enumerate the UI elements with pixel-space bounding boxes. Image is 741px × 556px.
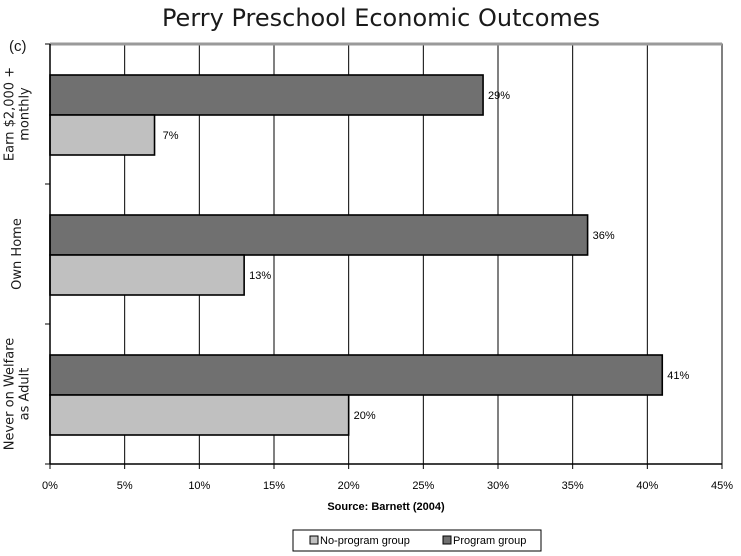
legend-swatch-program: [442, 535, 452, 545]
data-labels: 29% 7% 36% 13% 41% 20%: [163, 90, 690, 422]
x-tick-label-20: 20%: [338, 480, 360, 492]
legend-swatch-no-program: [309, 535, 319, 545]
x-tick-label-45: 45%: [711, 480, 733, 492]
x-tick-label-15: 15%: [263, 480, 285, 492]
legend-label-no-program: No-program group: [320, 535, 410, 547]
data-label-program-group-never-on-welfare-as-adult: 41%: [667, 370, 689, 382]
category-label-earn-2-000-monthly-line-0: Earn $2,000 +: [3, 67, 18, 161]
axes: [45, 42, 723, 469]
legend-label-program: Program group: [453, 535, 526, 547]
bars: [49, 74, 664, 436]
data-label-no-program-group-own-home: 13%: [249, 270, 271, 282]
x-tick-label-5: 5%: [117, 480, 133, 492]
x-tick-label-30: 30%: [487, 480, 509, 492]
x-tick-label-35: 35%: [562, 480, 584, 492]
data-label-program-group-earn-2-000-monthly: 29%: [488, 90, 510, 102]
bar-no-program-group-earn-2-000-monthly: [49, 114, 156, 156]
bar-program-group-earn-2-000-monthly: [49, 74, 484, 116]
bar-no-program-group-own-home: [49, 254, 245, 296]
legend: No-program group Program group: [292, 529, 542, 552]
x-tick-labels: 0% 5% 10% 15% 20% 25% 30% 35% 40% 45%: [42, 480, 733, 492]
panel-label: (c): [9, 38, 27, 55]
category-labels: Earn $2,000 + monthly Own Home Never on Wel…: [3, 67, 33, 450]
plot-area: 0% 5% 10% 15% 20% 25% 30% 35% 40% 45% Earn $2,000…: [3, 42, 733, 492]
data-label-no-program-group-earn-2-000-monthly: 7%: [163, 130, 179, 142]
legend-box: [292, 529, 542, 552]
bar-program-group-never-on-welfare-as-adult: [49, 354, 664, 396]
chart-title: Perry Preschool Economic Outcomes: [162, 4, 600, 32]
x-tick-label-40: 40%: [636, 480, 658, 492]
bar-no-program-group-never-on-welfare-as-adult: [49, 394, 350, 436]
x-tick-label-10: 10%: [188, 480, 210, 492]
data-label-program-group-own-home: 36%: [593, 230, 615, 242]
category-label-never-on-welfare-as-adult-line-0: Never on Welfare: [3, 338, 18, 451]
x-axis-label: Source: Barnett (2004): [327, 501, 445, 513]
bar-program-group-own-home: [49, 214, 589, 256]
category-label-own-home-line-0: Own Home: [10, 218, 25, 290]
category-label-never-on-welfare-as-adult-line-1: as Adult: [18, 368, 33, 421]
data-label-no-program-group-never-on-welfare-as-adult: 20%: [354, 410, 376, 422]
x-tick-label-0: 0%: [42, 480, 58, 492]
x-tick-label-25: 25%: [412, 480, 434, 492]
category-label-earn-2-000-monthly-line-1: monthly: [18, 87, 33, 141]
